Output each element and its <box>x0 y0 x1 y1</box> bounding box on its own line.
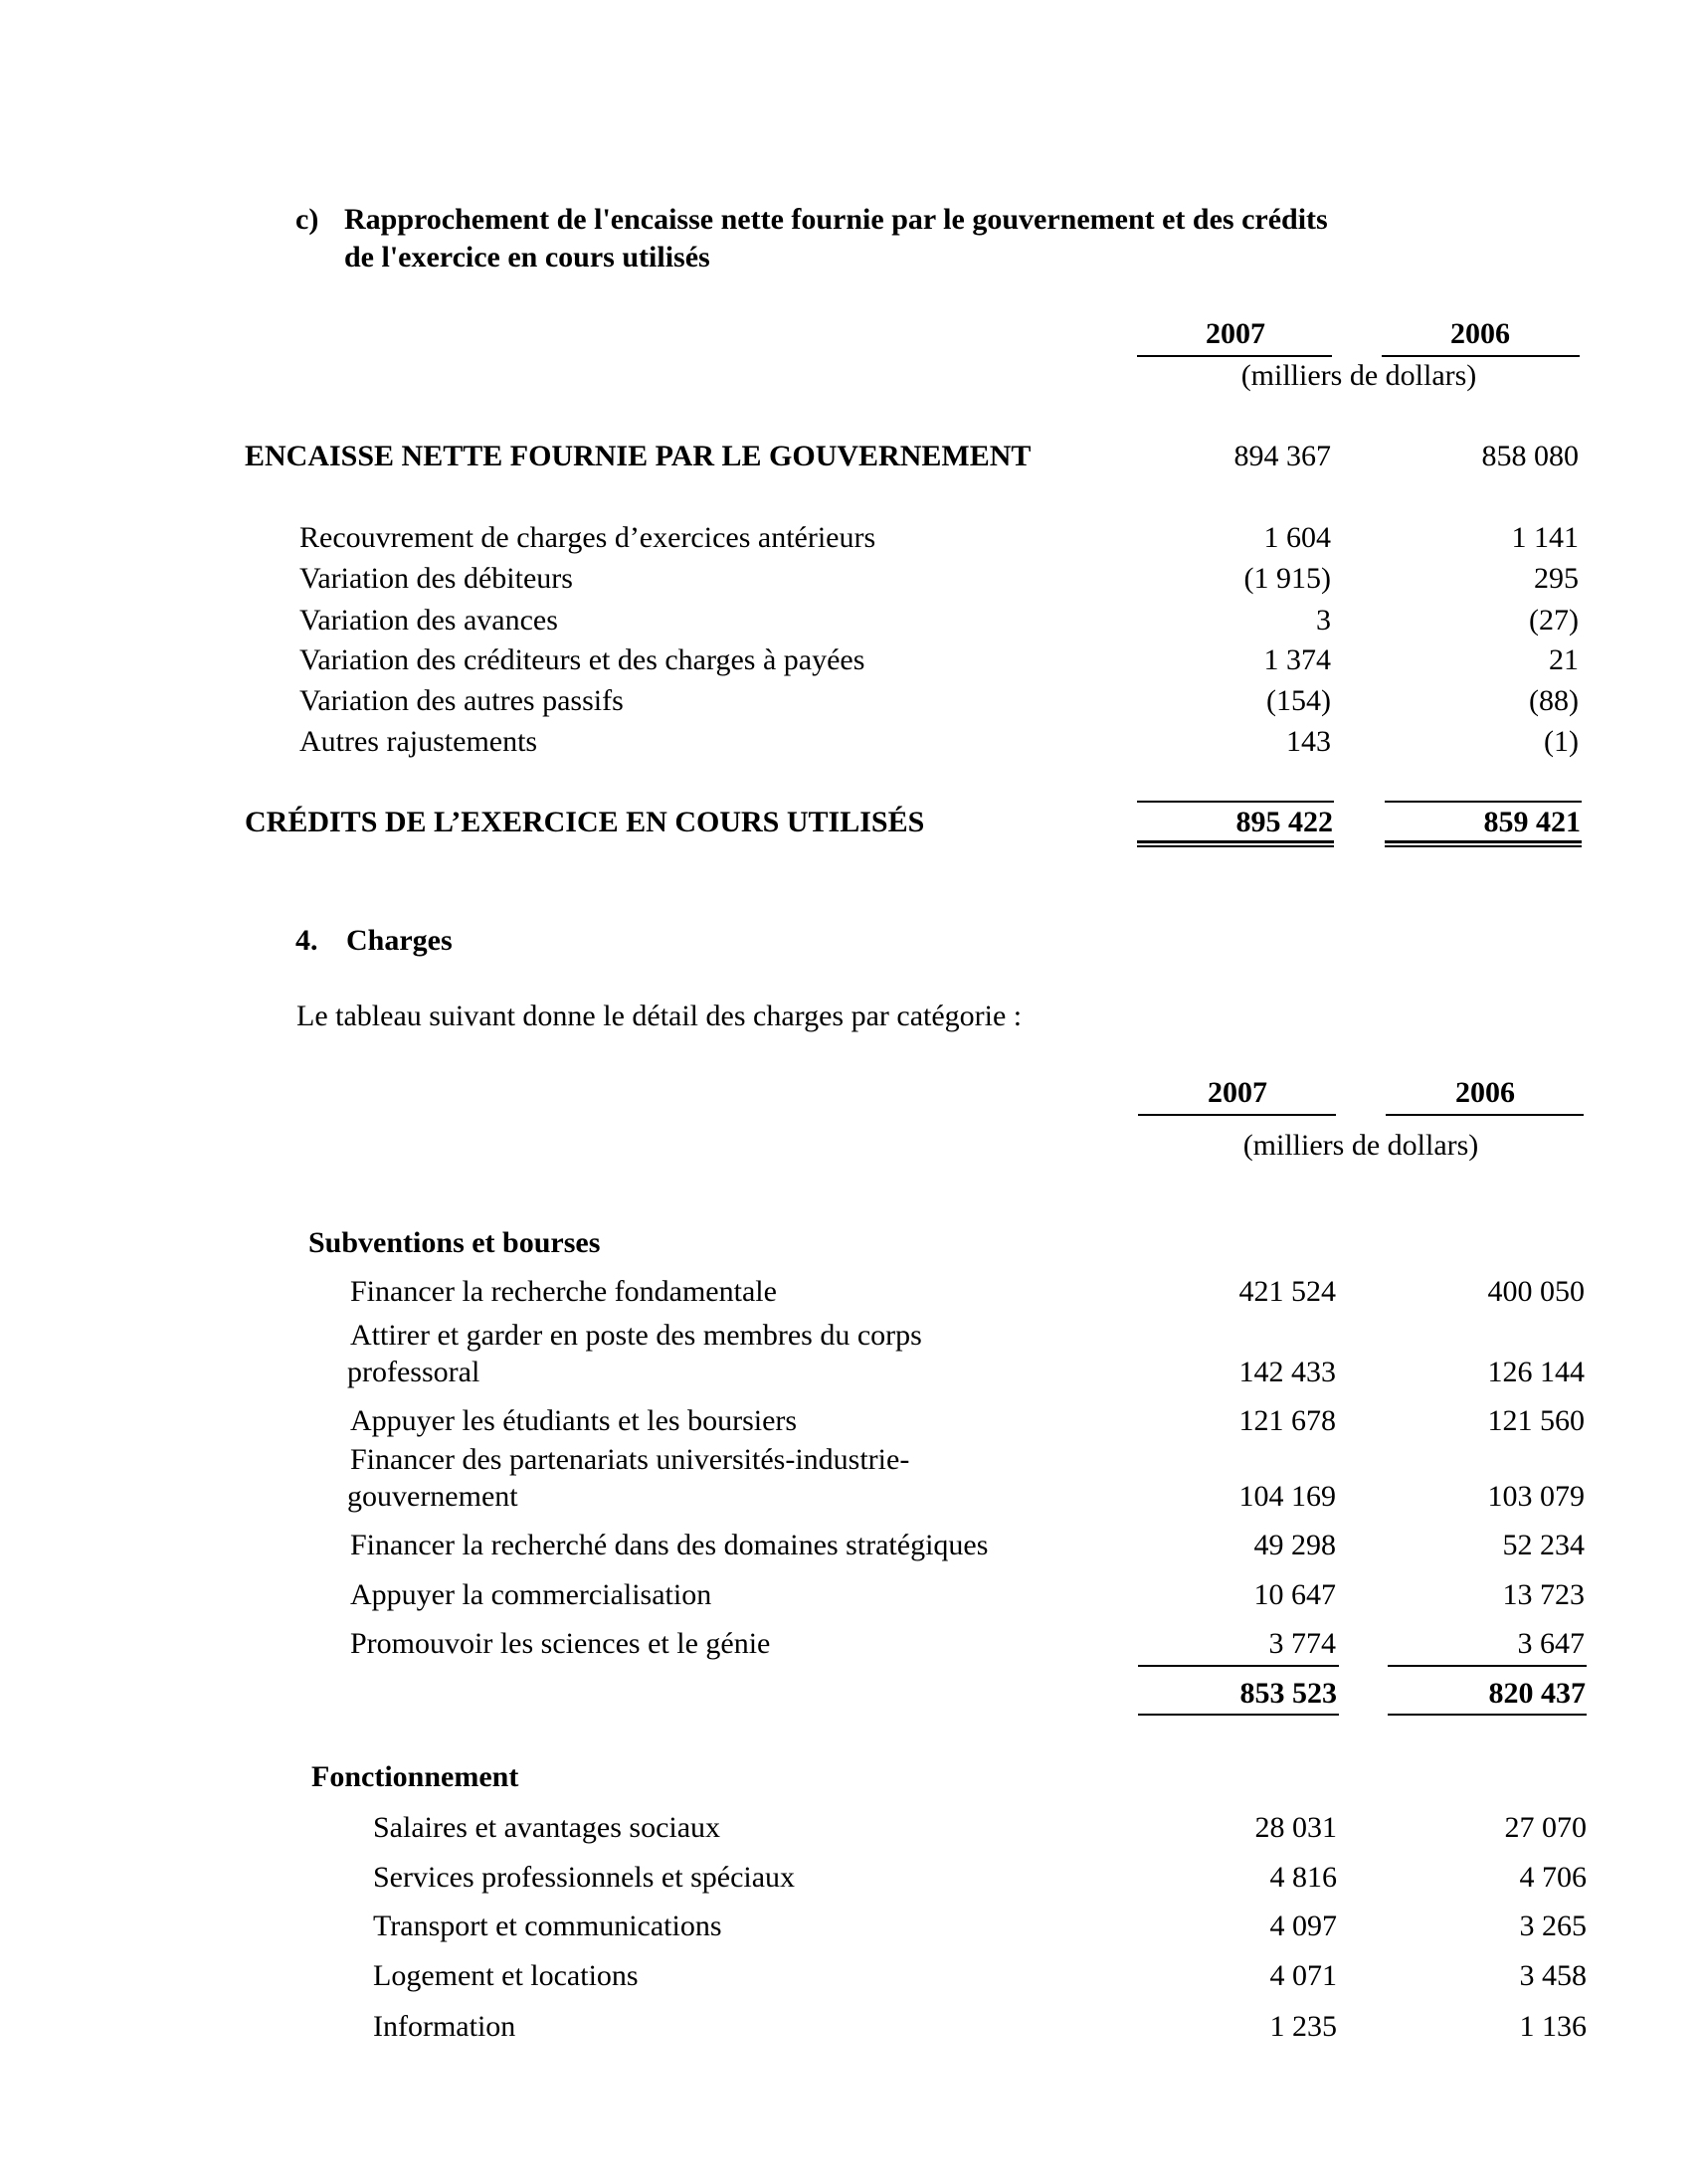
year-underline <box>1137 355 1332 357</box>
section-title: Charges <box>346 924 453 957</box>
operations-value-2007: 4 097 <box>1269 1910 1338 1942</box>
grant-value-2006: 13 723 <box>1502 1578 1586 1611</box>
row-value-2006: 1 141 <box>1511 521 1580 554</box>
subtotal-rule <box>1138 1665 1339 1667</box>
row-value-2007: 3 <box>1316 604 1331 637</box>
year-header-2006: 2006 <box>1450 317 1510 350</box>
section-title-line2: de l'exercice en cours utilisés <box>344 241 710 273</box>
row-value-2006: (27) <box>1529 604 1579 637</box>
row-value-2006: (88) <box>1529 684 1579 717</box>
grant-value-2006: 3 647 <box>1517 1627 1586 1660</box>
row-value-2007: (1 915) <box>1243 562 1331 595</box>
grant-row-label: Attirer et garder en poste des membres d… <box>350 1319 922 1352</box>
operations-row-label: Information <box>373 2010 516 2043</box>
row-value-2007: 1 374 <box>1263 643 1332 676</box>
grant-row-label: Financer la recherché dans des domaines … <box>350 1529 989 1561</box>
opening-label: ENCAISSE NETTE FOURNIE PAR LE GOUVERNEME… <box>245 440 1032 472</box>
total-rule <box>1137 801 1334 803</box>
operations-value-2006: 1 136 <box>1519 2010 1588 2043</box>
grant-value-2007: 142 433 <box>1238 1356 1337 1388</box>
row-label: Recouvrement de charges d’exercices anté… <box>299 521 876 554</box>
total-double-underline <box>1137 845 1334 847</box>
total-value-2007: 895 422 <box>1235 806 1334 838</box>
row-value-2007: 143 <box>1286 725 1331 758</box>
year-underline <box>1138 1114 1336 1116</box>
operations-row-label: Salaires et avantages sociaux <box>373 1811 721 1844</box>
row-label: Variation des autres passifs <box>299 684 624 717</box>
grants-total-2007: 853 523 <box>1239 1677 1338 1710</box>
unit-label: (milliers de dollars) <box>1242 1129 1479 1162</box>
opening-value-2006: 858 080 <box>1481 440 1580 472</box>
operations-value-2006: 27 070 <box>1504 1811 1588 1844</box>
row-value-2006: 21 <box>1549 643 1579 676</box>
operations-value-2007: 1 235 <box>1269 2010 1338 2043</box>
operations-row-label: Services professionnels et spéciaux <box>373 1861 796 1894</box>
grant-row-label: Appuyer les étudiants et les boursiers <box>350 1404 798 1437</box>
unit-label: (milliers de dollars) <box>1240 359 1477 392</box>
year-header-2007: 2007 <box>1208 1076 1267 1109</box>
year-header-2007: 2007 <box>1206 317 1265 350</box>
grant-value-2007: 49 298 <box>1253 1529 1337 1561</box>
row-value-2007: 1 604 <box>1263 521 1332 554</box>
row-label: Variation des débiteurs <box>299 562 573 595</box>
section-marker: c) <box>295 203 319 236</box>
operations-heading: Fonctionnement <box>311 1760 519 1793</box>
total-value-2006: 859 421 <box>1483 806 1582 838</box>
grant-value-2006: 400 050 <box>1487 1275 1586 1308</box>
grant-value-2007: 421 524 <box>1238 1275 1337 1308</box>
row-value-2006: 295 <box>1534 562 1579 595</box>
subtotal-rule <box>1388 1665 1587 1667</box>
section-intro: Le tableau suivant donne le détail des c… <box>296 1000 1023 1032</box>
row-label: Variation des créditeurs et des charges … <box>299 643 865 676</box>
opening-value-2007: 894 367 <box>1233 440 1332 472</box>
grant-row-label: professoral <box>347 1356 480 1388</box>
year-underline <box>1386 1114 1584 1116</box>
year-header-2006: 2006 <box>1455 1076 1515 1109</box>
operations-value-2007: 4 816 <box>1269 1861 1338 1894</box>
row-label: Variation des avances <box>299 604 558 637</box>
section-number: 4. <box>295 924 318 957</box>
grants-total-2006: 820 437 <box>1488 1677 1587 1710</box>
row-label: Autres rajustements <box>299 725 538 758</box>
grant-row-label: gouvernement <box>347 1480 518 1513</box>
operations-value-2006: 4 706 <box>1519 1861 1588 1894</box>
operations-value-2007: 4 071 <box>1269 1959 1338 1992</box>
total-rule <box>1385 801 1582 803</box>
grants-total-underline <box>1138 1714 1339 1716</box>
grant-value-2007: 104 169 <box>1238 1480 1337 1513</box>
operations-row-label: Transport et communications <box>373 1910 722 1942</box>
row-value-2007: (154) <box>1266 684 1331 717</box>
total-double-underline <box>1385 840 1582 843</box>
operations-value-2006: 3 458 <box>1519 1959 1588 1992</box>
year-underline <box>1382 355 1580 357</box>
grants-heading: Subventions et bourses <box>308 1226 601 1259</box>
grants-total-underline <box>1388 1714 1587 1716</box>
grant-row-label: Financer des partenariats universités-in… <box>350 1443 910 1476</box>
grant-value-2006: 52 234 <box>1502 1529 1586 1561</box>
operations-value-2006: 3 265 <box>1519 1910 1588 1942</box>
grant-value-2006: 121 560 <box>1487 1404 1586 1437</box>
row-value-2006: (1) <box>1544 725 1579 758</box>
grant-value-2007: 10 647 <box>1253 1578 1337 1611</box>
operations-row-label: Logement et locations <box>373 1959 639 1992</box>
section-title: Rapprochement de l'encaisse nette fourni… <box>344 203 1328 236</box>
total-double-underline <box>1385 845 1582 847</box>
grant-row-label: Appuyer la commercialisation <box>350 1578 712 1611</box>
total-label: CRÉDITS DE L’EXERCICE EN COURS UTILISÉS <box>245 806 925 838</box>
grant-row-label: Financer la recherche fondamentale <box>350 1275 777 1308</box>
grant-value-2007: 121 678 <box>1238 1404 1337 1437</box>
grant-value-2006: 126 144 <box>1487 1356 1586 1388</box>
grant-value-2007: 3 774 <box>1268 1627 1337 1660</box>
grant-value-2006: 103 079 <box>1487 1480 1586 1513</box>
total-double-underline <box>1137 840 1334 843</box>
grant-row-label: Promouvoir les sciences et le génie <box>350 1627 771 1660</box>
operations-value-2007: 28 031 <box>1254 1811 1338 1844</box>
